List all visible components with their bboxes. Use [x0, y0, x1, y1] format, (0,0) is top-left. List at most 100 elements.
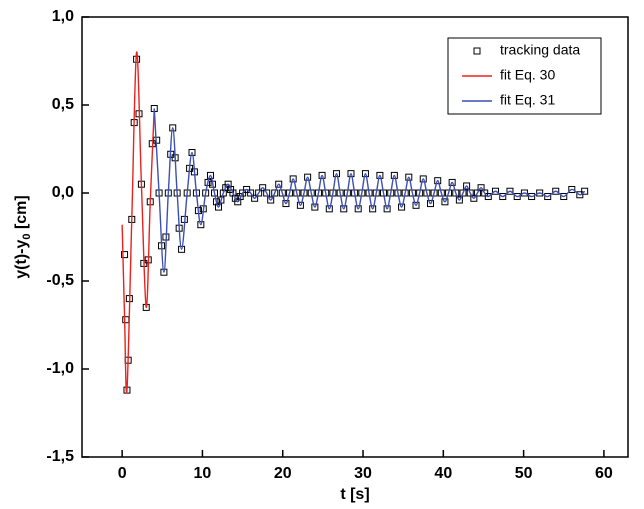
data-point: [188, 149, 196, 157]
data-point: [536, 189, 544, 197]
data-point: [160, 268, 168, 276]
data-point: [560, 193, 568, 201]
y-tick-label: -1,0: [46, 360, 74, 377]
y-tick-label: -1,5: [46, 448, 74, 465]
data-point: [419, 175, 427, 183]
data-point: [222, 184, 230, 192]
data-point: [383, 205, 391, 213]
legend-label: fit Eq. 30: [500, 67, 555, 83]
y-tick-label: 0,5: [52, 96, 74, 113]
data-point: [459, 189, 467, 197]
data-point: [178, 245, 186, 253]
data-point: [219, 189, 227, 197]
data-point: [255, 189, 263, 197]
x-tick-label: 10: [194, 465, 212, 482]
y-tick-label: 1,0: [52, 8, 74, 25]
data-point: [247, 189, 255, 197]
x-axis-label: t [s]: [340, 486, 369, 503]
data-point: [340, 205, 348, 213]
legend-marker: [473, 47, 481, 55]
data-point: [434, 177, 442, 185]
data-point: [437, 189, 445, 197]
data-point: [477, 184, 485, 192]
data-point: [304, 173, 312, 181]
y-label-sub: 0: [21, 234, 33, 240]
data-point: [473, 189, 481, 197]
data-point: [224, 180, 232, 188]
data-point: [318, 171, 326, 179]
data-point: [169, 124, 177, 132]
data-point: [275, 180, 283, 188]
data-point: [239, 189, 247, 197]
data-point: [347, 170, 355, 178]
y-tick-label: -0,5: [46, 272, 74, 289]
data-point: [296, 201, 304, 209]
x-tick-label: 30: [354, 465, 372, 482]
data-point: [390, 171, 398, 179]
legend-label: tracking data: [500, 42, 580, 58]
data-point: [122, 316, 130, 324]
data-point: [484, 193, 492, 201]
data-point: [481, 189, 489, 197]
y-axis-label: y(t)-y0 [cm]: [13, 195, 33, 278]
data-point: [243, 185, 251, 193]
data-point: [311, 203, 319, 211]
x-tick-label: 0: [118, 465, 127, 482]
data-point: [528, 193, 536, 201]
data-point: [430, 189, 438, 197]
data-point: [412, 201, 420, 209]
data-point: [325, 205, 333, 213]
data-point: [552, 187, 560, 195]
data-point: [271, 189, 279, 197]
data-point: [398, 203, 406, 211]
data-point: [267, 196, 275, 204]
y-tick-label: 0,0: [52, 184, 74, 201]
data-point: [234, 198, 242, 206]
legend: tracking data fit Eq. 30 fit Eq. 31: [447, 37, 602, 115]
data-point: [229, 189, 237, 197]
data-point: [215, 203, 222, 211]
data-point: [369, 205, 377, 213]
data-point: [455, 196, 463, 204]
plot-frame: [81, 16, 629, 458]
x-tick-label: 60: [595, 465, 613, 482]
data-point: [506, 187, 514, 195]
data-point: [576, 191, 584, 199]
y-label-main: y(t)-y: [13, 240, 30, 279]
y-label-unit: [cm]: [13, 195, 30, 233]
data-point: [405, 173, 413, 181]
data-point: [426, 200, 434, 208]
data-point: [212, 198, 220, 206]
x-tick-label: 40: [434, 465, 452, 482]
data-point: [333, 170, 341, 178]
data-point: [263, 189, 271, 197]
data-point: [251, 194, 259, 202]
data-point: [513, 193, 521, 201]
data-point: [354, 205, 362, 213]
data-point: [452, 189, 460, 197]
x-tick-label: 20: [274, 465, 292, 482]
data-point: [361, 170, 369, 178]
data-point: [463, 182, 471, 190]
fit-line: [153, 108, 586, 273]
data-point: [376, 171, 384, 179]
data-point: [197, 221, 205, 229]
data-point: [492, 187, 500, 195]
legend-label: fit Eq. 31: [500, 92, 555, 108]
data-point: [206, 171, 214, 179]
data-point: [568, 185, 576, 193]
data-point: [278, 189, 286, 197]
data-point: [121, 251, 129, 259]
data-point: [470, 194, 478, 202]
data-point: [441, 198, 449, 206]
data-point: [289, 175, 297, 183]
x-tick-label: 50: [515, 465, 533, 482]
data-point: [466, 189, 474, 197]
data-point: [445, 189, 453, 197]
data-point: [544, 193, 552, 201]
data-point: [499, 193, 507, 201]
data-point: [520, 189, 528, 197]
data-point: [259, 184, 267, 192]
data-point: [581, 187, 589, 195]
